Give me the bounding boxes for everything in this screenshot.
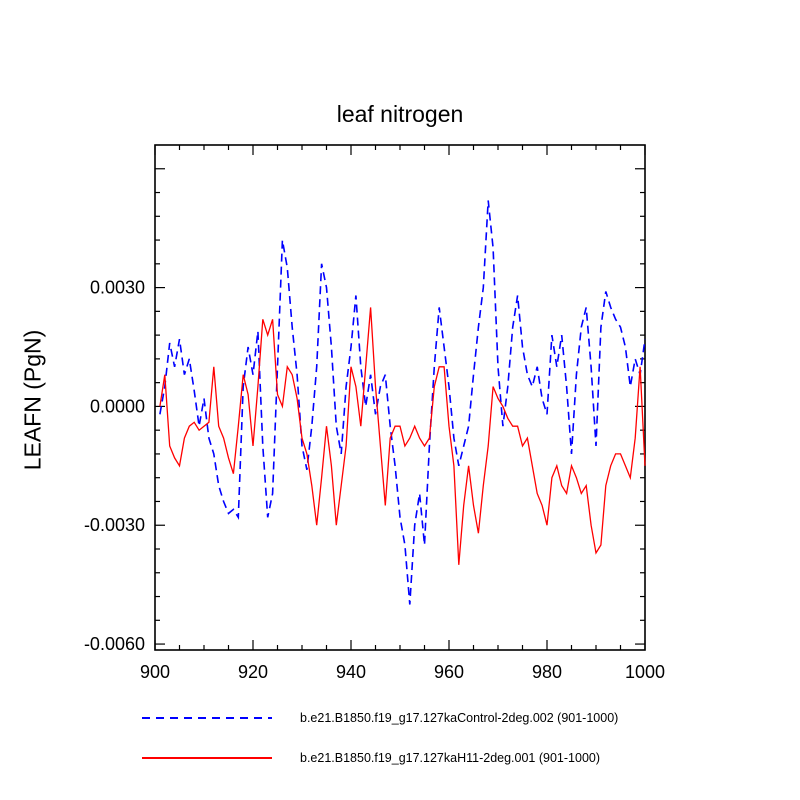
y-tick-label: -0.0030 <box>84 515 145 535</box>
legend-label-h11: b.e21.B1850.f19_g17.127kaH11-2deg.001 (9… <box>300 751 601 765</box>
legend-entry-h11: b.e21.B1850.f19_g17.127kaH11-2deg.001 (9… <box>142 751 600 765</box>
series-line-0 <box>159 200 646 605</box>
x-tick-label: 900 <box>140 662 170 682</box>
y-tick-label: 0.0000 <box>90 396 145 416</box>
legend-line-sample-blue-dashed <box>142 717 272 719</box>
x-tick-label: 920 <box>238 662 268 682</box>
y-tick-label: -0.0060 <box>84 634 145 654</box>
x-tick-label: 1000 <box>625 662 665 682</box>
legend-label-control: b.e21.B1850.f19_g17.127kaControl-2deg.00… <box>300 711 619 725</box>
y-tick-label: 0.0030 <box>90 278 145 298</box>
tick-marks <box>154 145 646 650</box>
x-tick-label: 980 <box>532 662 562 682</box>
tick-labels: 900 920 940 960 980 1000 -0.0060 -0.0030 0.0000 0… <box>84 278 665 682</box>
x-tick-label: 940 <box>336 662 366 682</box>
x-tick-label: 960 <box>434 662 464 682</box>
chart-title: leaf nitrogen <box>336 101 464 127</box>
legend-entry-control: b.e21.B1850.f19_g17.127kaControl-2deg.00… <box>142 711 618 725</box>
axes-box <box>154 144 646 651</box>
series-line-1 <box>159 307 646 565</box>
y-axis-title: LEAFN (PgN) <box>19 329 46 471</box>
series-lines <box>159 200 646 605</box>
legend-line-sample-red-solid <box>142 757 272 759</box>
